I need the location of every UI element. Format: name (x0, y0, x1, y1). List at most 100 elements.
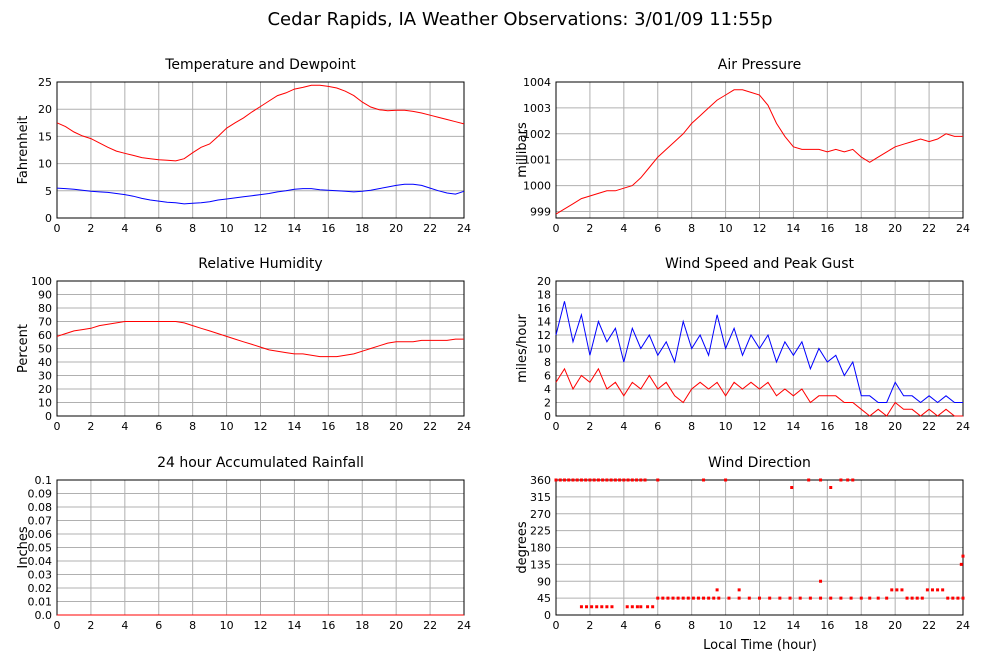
y-tick-label-rain-7: 0.07 (28, 515, 53, 528)
series-line-wind-1 (555, 367, 963, 417)
y-tick-label-humidity-2: 20 (38, 383, 52, 396)
y-tick-label-wind-9: 18 (537, 289, 551, 302)
point-direction-0-81 (702, 478, 706, 482)
point-direction-0-49 (737, 596, 741, 600)
x-tick-label-direction-12: 24 (956, 619, 970, 632)
plot-frame-temp (56, 81, 465, 219)
y-tick-label-wind-5: 10 (537, 343, 551, 356)
y-tick-label-direction-6: 270 (530, 508, 551, 521)
point-direction-0-52 (768, 596, 772, 600)
plot-frame-wind (555, 280, 964, 417)
x-tick-label-temp-9: 18 (355, 222, 369, 235)
y-tick-label-humidity-7: 70 (38, 316, 52, 329)
x-tick-label-wind-2: 4 (620, 420, 627, 433)
y-tick-label-humidity-8: 80 (38, 302, 52, 315)
y-tick-label-humidity-4: 40 (38, 356, 52, 369)
charts-group: 0 2 4 6 8 10 12 14 16 18 20 22 240510152025Temperatu… (16, 57, 970, 632)
point-direction-0-16 (622, 478, 626, 482)
y-axis-label-direction: degrees (515, 521, 530, 574)
x-tick-label-rain-1: 2 (87, 619, 94, 632)
x-tick-label-humidity-3: 6 (155, 420, 162, 433)
x-tick-label-humidity-11: 22 (423, 420, 437, 433)
point-direction-0-20 (639, 478, 643, 482)
point-direction-0-88 (846, 478, 850, 482)
y-tick-label-direction-3: 135 (530, 558, 551, 571)
point-direction-0-61 (859, 596, 863, 600)
series-line-wind-0 (555, 301, 963, 404)
point-direction-0-26 (600, 605, 604, 609)
y-tick-label-wind-8: 16 (537, 302, 551, 315)
x-tick-label-temp-3: 6 (155, 222, 162, 235)
y-axis-label-humidity: Percent (16, 324, 31, 373)
y-tick-label-rain-6: 0.06 (28, 528, 53, 541)
x-tick-label-rain-9: 18 (355, 619, 369, 632)
point-direction-0-92 (737, 588, 741, 592)
point-direction-0-36 (661, 596, 665, 600)
y-tick-label-humidity-0: 0 (45, 410, 52, 423)
y-tick-label-wind-0: 0 (544, 410, 551, 423)
point-direction-0-46 (712, 596, 716, 600)
x-tick-label-wind-6: 12 (753, 420, 767, 433)
point-direction-0-24 (590, 605, 594, 609)
chart-humidity: 0 2 4 6 8 10 12 14 16 18 20 22 240102030405060708090… (16, 256, 471, 433)
point-direction-0-90 (959, 562, 963, 566)
point-direction-0-27 (605, 605, 609, 609)
x-tick-label-wind-11: 22 (922, 420, 936, 433)
y-tick-label-wind-2: 4 (544, 383, 551, 396)
y-axis-label-pressure: millibars (515, 122, 530, 178)
point-direction-0-77 (951, 596, 955, 600)
x-tick-label-rain-8: 16 (321, 619, 335, 632)
y-tick-label-humidity-10: 100 (31, 275, 52, 288)
point-direction-0-87 (839, 478, 843, 482)
y-tick-label-pressure-0: 999 (530, 206, 551, 219)
x-tick-label-temp-10: 20 (389, 222, 403, 235)
y-tick-label-rain-3: 0.03 (28, 569, 53, 582)
x-tick-label-pressure-9: 18 (854, 222, 868, 235)
point-direction-0-34 (651, 605, 655, 609)
x-tick-label-humidity-8: 16 (321, 420, 335, 433)
x-tick-label-pressure-4: 8 (688, 222, 695, 235)
x-tick-label-temp-1: 2 (87, 222, 94, 235)
y-tick-label-direction-8: 360 (530, 474, 551, 487)
x-tick-label-pressure-5: 10 (719, 222, 733, 235)
y-tick-label-rain-9: 0.09 (28, 488, 53, 501)
chart-wind: 0 2 4 6 8 10 12 14 16 18 20 22 2402468101214161820Wi… (515, 256, 970, 433)
chart-title-temp: Temperature and Dewpoint (164, 57, 356, 73)
x-tick-label-humidity-4: 8 (189, 420, 196, 433)
point-direction-0-19 (635, 478, 639, 482)
x-tick-label-direction-0: 0 (553, 619, 560, 632)
point-direction-0-13 (609, 478, 613, 482)
point-direction-0-72 (925, 588, 929, 592)
point-direction-0-73 (930, 588, 934, 592)
point-direction-0-25 (595, 605, 599, 609)
point-direction-0-30 (630, 605, 634, 609)
point-direction-0-51 (758, 596, 761, 600)
point-direction-0-33 (646, 605, 650, 609)
point-direction-0-91 (715, 588, 719, 592)
x-tick-label-humidity-9: 18 (355, 420, 369, 433)
point-direction-0-64 (885, 596, 889, 600)
y-tick-label-temp-0: 0 (45, 212, 52, 225)
y-tick-label-wind-10: 20 (537, 275, 551, 288)
y-tick-label-rain-8: 0.08 (28, 501, 53, 514)
x-tick-label-humidity-7: 14 (287, 420, 301, 433)
plot-frame-direction (555, 479, 964, 616)
point-direction-0-45 (707, 596, 711, 600)
y-tick-label-temp-1: 5 (45, 185, 52, 198)
plot-frame-humidity (56, 280, 465, 417)
y-tick-label-rain-10: 0.1 (35, 474, 53, 487)
y-tick-label-rain-4: 0.04 (28, 555, 53, 568)
point-direction-0-18 (630, 478, 634, 482)
x-tick-label-rain-0: 0 (54, 619, 61, 632)
x-tick-label-rain-4: 8 (189, 619, 196, 632)
y-tick-label-rain-5: 0.05 (28, 542, 53, 555)
y-tick-label-direction-0: 0 (544, 609, 551, 622)
x-tick-label-rain-10: 20 (389, 619, 403, 632)
point-direction-0-94 (961, 554, 965, 558)
x-axis-label-common: Local Time (hour) (703, 638, 817, 653)
y-tick-label-humidity-6: 60 (38, 329, 52, 342)
point-direction-0-10 (596, 478, 600, 482)
x-tick-label-temp-12: 24 (457, 222, 471, 235)
